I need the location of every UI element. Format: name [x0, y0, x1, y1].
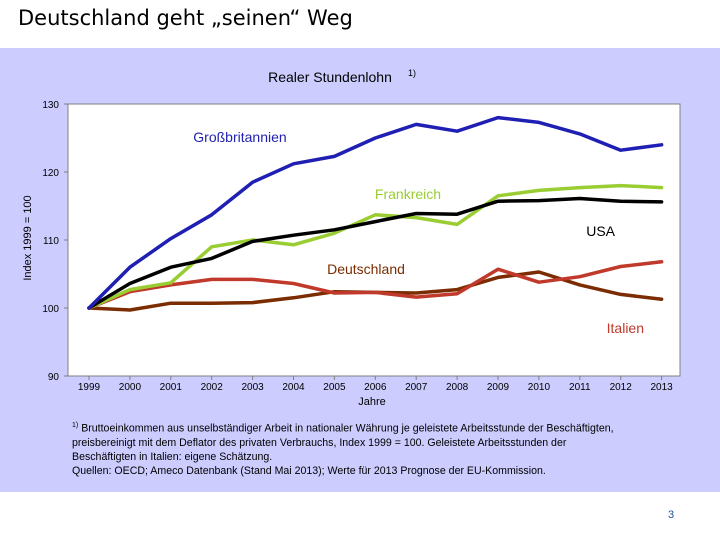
series-label-gro-britannien: Großbritannien [193, 129, 286, 145]
x-tick-label: 2003 [241, 382, 264, 393]
x-tick-label: 2002 [201, 382, 224, 393]
series-label-frankreich: Frankreich [375, 186, 441, 202]
x-tick-label: 2011 [569, 382, 591, 393]
series-line-usa [87, 196, 664, 310]
series-line-frankreich [87, 183, 664, 310]
series-line-italien [87, 260, 664, 310]
y-axis-label: Index 1999 = 100 [22, 195, 34, 280]
footnote-line-3: Beschäftigten in Italien: eigene Schätzu… [72, 450, 273, 463]
x-tick-label: 2010 [528, 382, 551, 393]
y-tick-label: 110 [43, 236, 59, 247]
y-tick-label: 120 [42, 168, 59, 179]
slide-title: Deutschland geht „seinen“ Weg [18, 6, 353, 30]
series-label-deutschland: Deutschland [327, 261, 405, 277]
footnote-line-1: 1) Bruttoeinkommen aus unselbständiger A… [72, 419, 702, 436]
footnote-marker: 1) [72, 422, 79, 429]
y-tick-label: 130 [42, 100, 59, 111]
x-tick-label: 2012 [610, 382, 633, 393]
x-tick-label: 2005 [323, 382, 346, 393]
y-tick-label: 90 [48, 372, 60, 383]
chart-panel: Realer Stundenlohn 1) 90 100 110 120 130 1999 20… [0, 48, 720, 492]
series-line-gro-britannien [87, 115, 664, 310]
line-chart: Realer Stundenlohn 1) 90 100 110 120 130 1999 20… [22, 68, 681, 408]
x-tick-label: 2013 [650, 382, 673, 393]
footnote-text-1: Bruttoeinkommen aus unselbständiger Arbe… [81, 422, 614, 435]
x-tick-label: 2004 [282, 382, 305, 393]
footnote-line-2: preisbereinigt mit dem Deflator des priv… [72, 436, 567, 449]
x-tick-label: 2000 [119, 382, 142, 393]
y-tick-label: 100 [42, 304, 59, 315]
x-tick-label: 2007 [405, 382, 428, 393]
page-number: 3 [668, 509, 675, 521]
x-tick-label: 2006 [364, 382, 387, 393]
x-tick-label: 2009 [487, 382, 510, 393]
chart-title-superscript: 1) [408, 68, 416, 78]
x-tick-label: 2008 [446, 382, 469, 393]
footnote-line-4: Quellen: OECD; Ameco Datenbank (Stand Ma… [72, 464, 546, 477]
series-label-italien: Italien [607, 320, 644, 336]
series-label-usa: USA [586, 223, 615, 239]
x-tick-label: 1999 [78, 382, 101, 393]
x-axis-label: Jahre [358, 396, 386, 408]
footnote: 1) Bruttoeinkommen aus unselbständiger A… [72, 419, 702, 478]
chart-title: Realer Stundenlohn [268, 69, 392, 85]
plot-area [67, 103, 681, 377]
x-tick-label: 2001 [160, 382, 183, 393]
